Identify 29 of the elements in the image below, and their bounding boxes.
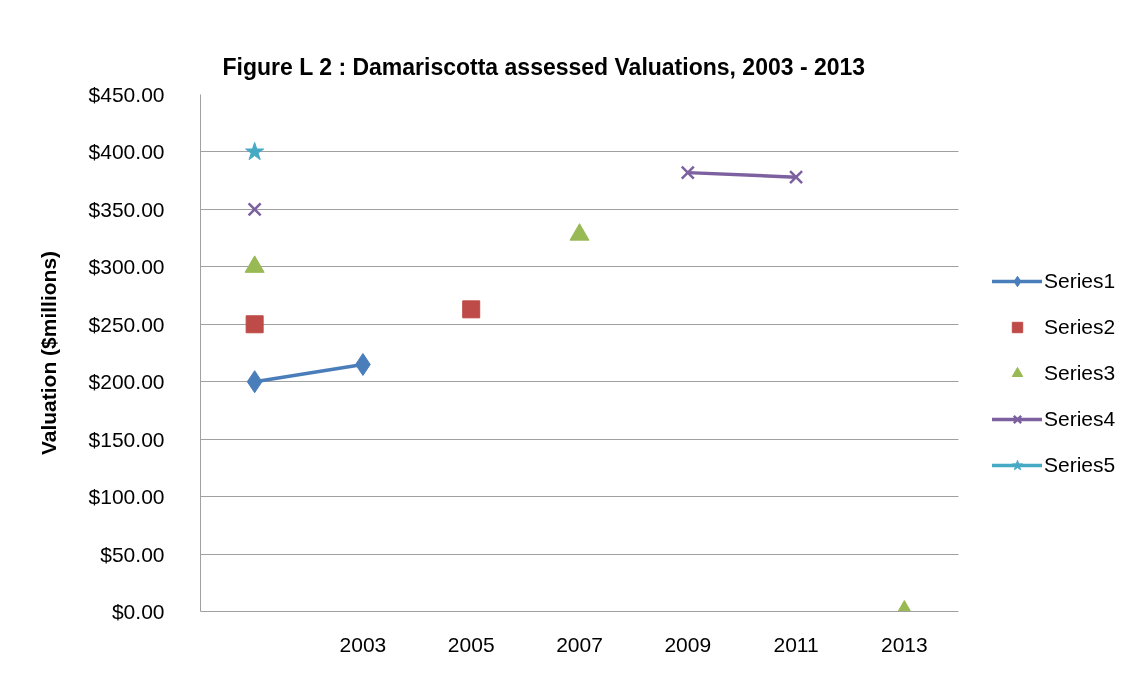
point <box>680 165 696 180</box>
y-tick-label: $200.00 <box>88 370 165 394</box>
y-tick-label: $250.00 <box>88 312 165 336</box>
point <box>788 169 804 185</box>
x-tick-label: 2009 <box>664 632 712 656</box>
point <box>462 300 481 319</box>
legend-label: Series2 <box>1044 313 1116 340</box>
chart-title: Figure L 2 : Damariscotta assessed Valuations, 2003 - 2013 <box>222 53 866 80</box>
y-tick-label: $450.00 <box>88 83 165 106</box>
y-tick-label: $100.00 <box>88 485 165 509</box>
y-tick-label: $50.00 <box>100 542 165 566</box>
legend-label: Series4 <box>1044 405 1116 432</box>
legend-label: Series3 <box>1044 359 1116 386</box>
y-tick-label: $150.00 <box>88 427 165 451</box>
x-tick-label: 2011 <box>773 632 819 656</box>
x-tick-label: 2003 <box>339 632 387 656</box>
legend-label: Series1 <box>1044 267 1116 294</box>
x-tick-label: 2005 <box>447 632 495 656</box>
y-tick-label: $0.00 <box>111 600 165 623</box>
legend-label: Series5 <box>1044 451 1116 478</box>
point <box>245 141 265 161</box>
y-axis-title: Valuation ($millions) <box>36 250 60 456</box>
y-tick-label: $400.00 <box>88 140 165 164</box>
y-tick-label: $300.00 <box>88 255 165 279</box>
x-tick-label: 2013 <box>881 632 928 656</box>
x-tick-label: 2007 <box>556 632 603 656</box>
point <box>247 202 262 217</box>
point <box>245 315 264 334</box>
y-tick-label: $350.00 <box>88 197 165 221</box>
